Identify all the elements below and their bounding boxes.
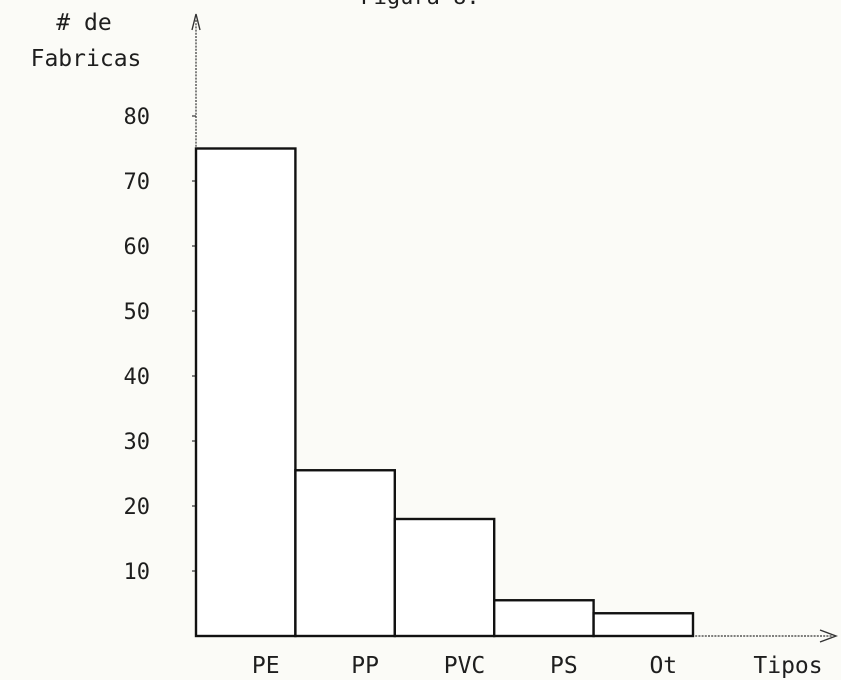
x-category-label: PS	[550, 653, 578, 679]
x-category-label: PP	[351, 653, 379, 679]
bars	[194, 147, 695, 638]
bar-pe	[194, 147, 297, 638]
x-category-labels: PE PP PVC PS Ot	[252, 653, 677, 679]
y-axis-label-line1: # de	[56, 10, 111, 36]
y-tick-label: 30	[124, 430, 151, 455]
x-category-label: PVC	[444, 653, 486, 679]
x-axis-label: Tipos	[753, 653, 822, 679]
bar-pp	[294, 469, 396, 638]
y-ticks: 10 20 30 40 50 60 70 80	[124, 105, 196, 585]
y-tick-label: 10	[124, 560, 151, 585]
y-tick-label: 40	[124, 365, 151, 390]
y-tick-label: 20	[124, 495, 151, 520]
bar-ps	[493, 599, 595, 638]
y-axis-arrow	[191, 13, 201, 31]
y-tick-label: 50	[124, 300, 151, 325]
y-tick-label: 70	[124, 170, 151, 195]
x-axis-arrow	[819, 629, 838, 643]
y-tick-label: 80	[124, 105, 151, 130]
x-category-label: Ot	[649, 653, 677, 679]
y-tick-label: 60	[124, 235, 151, 260]
y-axis-label-line2: Fabricas	[31, 46, 142, 72]
bar-pvc	[393, 517, 496, 638]
x-category-label: PE	[252, 653, 280, 679]
bar-ot	[592, 612, 695, 638]
chart-title-partial: Figura 8.	[360, 0, 479, 10]
